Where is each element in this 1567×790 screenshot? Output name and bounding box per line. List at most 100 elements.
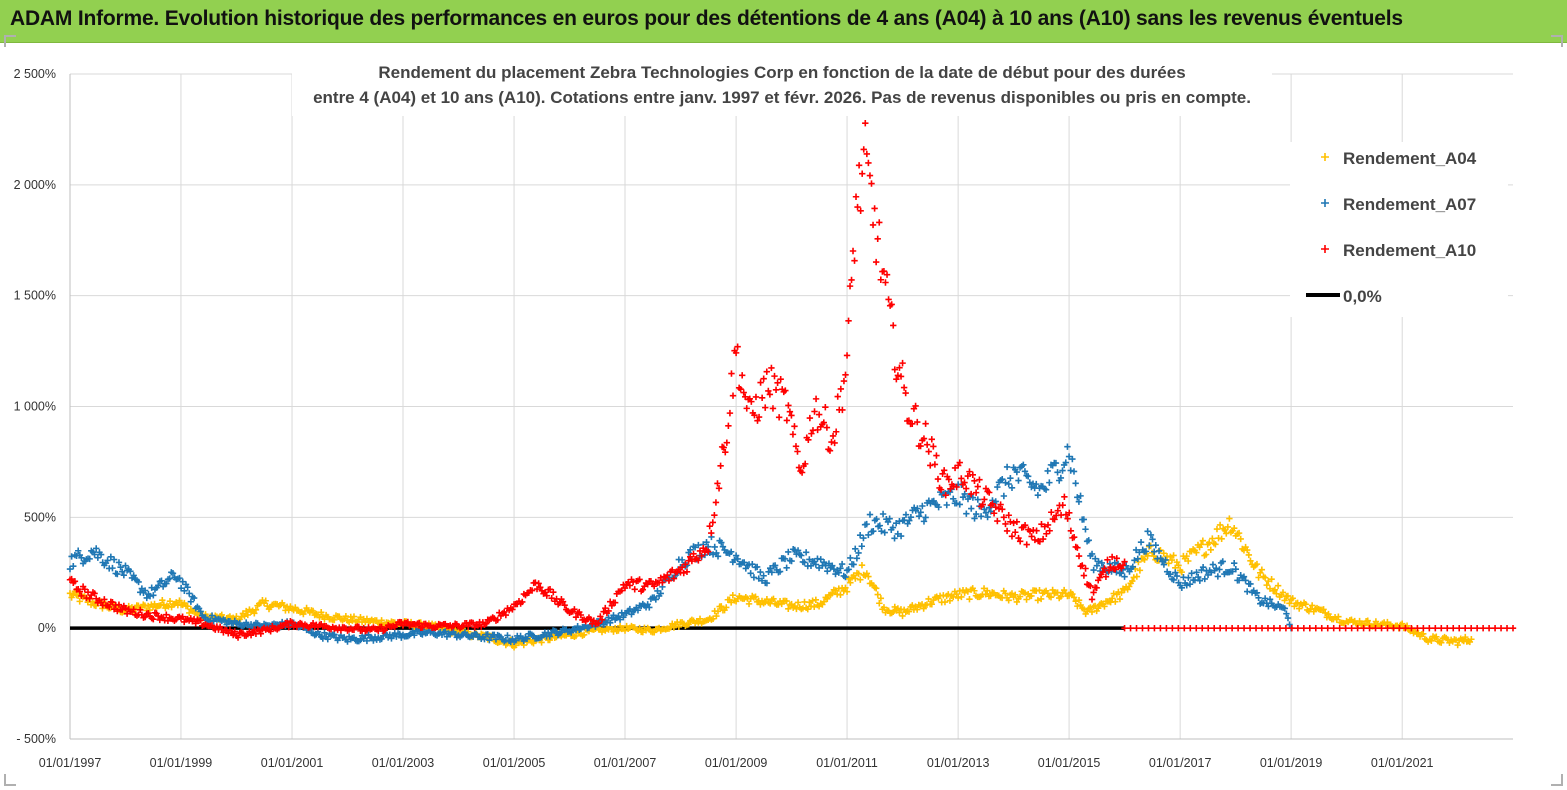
data-point [964, 588, 972, 595]
data-point [1134, 555, 1141, 562]
data-point [912, 402, 919, 410]
data-point [1302, 601, 1309, 608]
series-rendement-a10-tail [1121, 624, 1517, 632]
data-point [1137, 538, 1145, 546]
data-point [442, 628, 449, 635]
data-point [184, 603, 191, 610]
data-point [580, 631, 588, 639]
data-point [1366, 624, 1373, 632]
data-point [1273, 590, 1280, 597]
data-point [1266, 596, 1274, 603]
data-point [891, 366, 899, 373]
data-point [1384, 624, 1391, 632]
data-point [107, 553, 115, 560]
data-point [179, 578, 186, 585]
data-point [984, 587, 991, 594]
data-point [749, 561, 756, 568]
data-point [678, 564, 686, 571]
data-point [1024, 473, 1032, 480]
data-point [1264, 624, 1272, 632]
data-point [971, 587, 978, 594]
data-point [184, 584, 191, 591]
data-point [865, 531, 872, 539]
data-point [1213, 525, 1221, 533]
data-point [1101, 603, 1108, 610]
data-point [288, 619, 296, 626]
data-point [1216, 566, 1223, 573]
data-point [1133, 573, 1141, 580]
data-point [909, 602, 916, 609]
data-point [396, 630, 403, 638]
data-point [1240, 624, 1248, 632]
data-point [1212, 541, 1219, 548]
data-point [865, 159, 872, 167]
data-point [1378, 624, 1385, 632]
data-point [1000, 514, 1008, 521]
data-point [704, 548, 712, 555]
corner-handle-br[interactable] [1551, 774, 1563, 786]
data-point [878, 528, 885, 535]
data-point [110, 556, 118, 563]
data-point [158, 577, 165, 584]
data-point [574, 622, 581, 630]
data-point [1146, 542, 1153, 549]
data-point [1047, 593, 1055, 601]
data-point [747, 570, 754, 577]
series-rendement-a07 [66, 443, 1295, 646]
data-point [1468, 636, 1475, 643]
data-point [687, 553, 694, 561]
chart-area: - 500% 0% 500% 1 000% 1 500% 2 000% 2 500% 01/… [14, 60, 1517, 770]
data-point [968, 505, 975, 512]
data-point [469, 619, 477, 627]
data-point [734, 343, 741, 350]
data-point [1069, 455, 1076, 463]
data-point [1170, 576, 1177, 584]
data-point [857, 207, 864, 214]
legend-label: Rendement_A10 [1343, 241, 1476, 260]
data-point [1204, 571, 1212, 579]
header-banner: ADAM Informe. Evolution historique des p… [0, 0, 1567, 43]
data-point [971, 515, 978, 522]
data-point [832, 428, 840, 435]
data-point [360, 635, 367, 642]
data-point [1088, 608, 1096, 616]
data-point [835, 569, 843, 576]
y-tick-label: 2 000% [14, 178, 56, 192]
data-point [1102, 573, 1110, 580]
data-point [1255, 594, 1262, 601]
corner-handle-tr[interactable] [1551, 35, 1563, 47]
data-point [1207, 546, 1214, 554]
data-point [820, 598, 828, 605]
data-point [872, 258, 880, 266]
data-point [688, 557, 696, 565]
data-point [1113, 555, 1120, 562]
data-point [550, 589, 557, 596]
data-point [509, 606, 516, 613]
data-point [1356, 617, 1363, 625]
data-point [652, 596, 660, 603]
corner-handle-tl[interactable] [4, 35, 16, 47]
data-point [832, 587, 839, 594]
data-point [894, 605, 902, 612]
data-point [757, 601, 764, 608]
data-point [1173, 558, 1181, 566]
data-point [1031, 536, 1039, 544]
data-point [775, 414, 783, 421]
data-point [820, 419, 827, 426]
data-point [820, 558, 828, 566]
data-point [244, 611, 252, 619]
data-point [828, 438, 835, 446]
data-point [805, 436, 812, 444]
data-point [78, 554, 85, 562]
data-point [141, 587, 149, 594]
data-point [1438, 639, 1445, 646]
data-point [1062, 459, 1069, 466]
data-point [801, 559, 808, 566]
data-point [1049, 586, 1056, 594]
data-point [958, 593, 965, 601]
data-point [1074, 602, 1081, 610]
data-point [900, 384, 908, 391]
data-point [837, 591, 844, 598]
corner-handle-bl[interactable] [4, 774, 16, 786]
data-point [711, 543, 718, 551]
